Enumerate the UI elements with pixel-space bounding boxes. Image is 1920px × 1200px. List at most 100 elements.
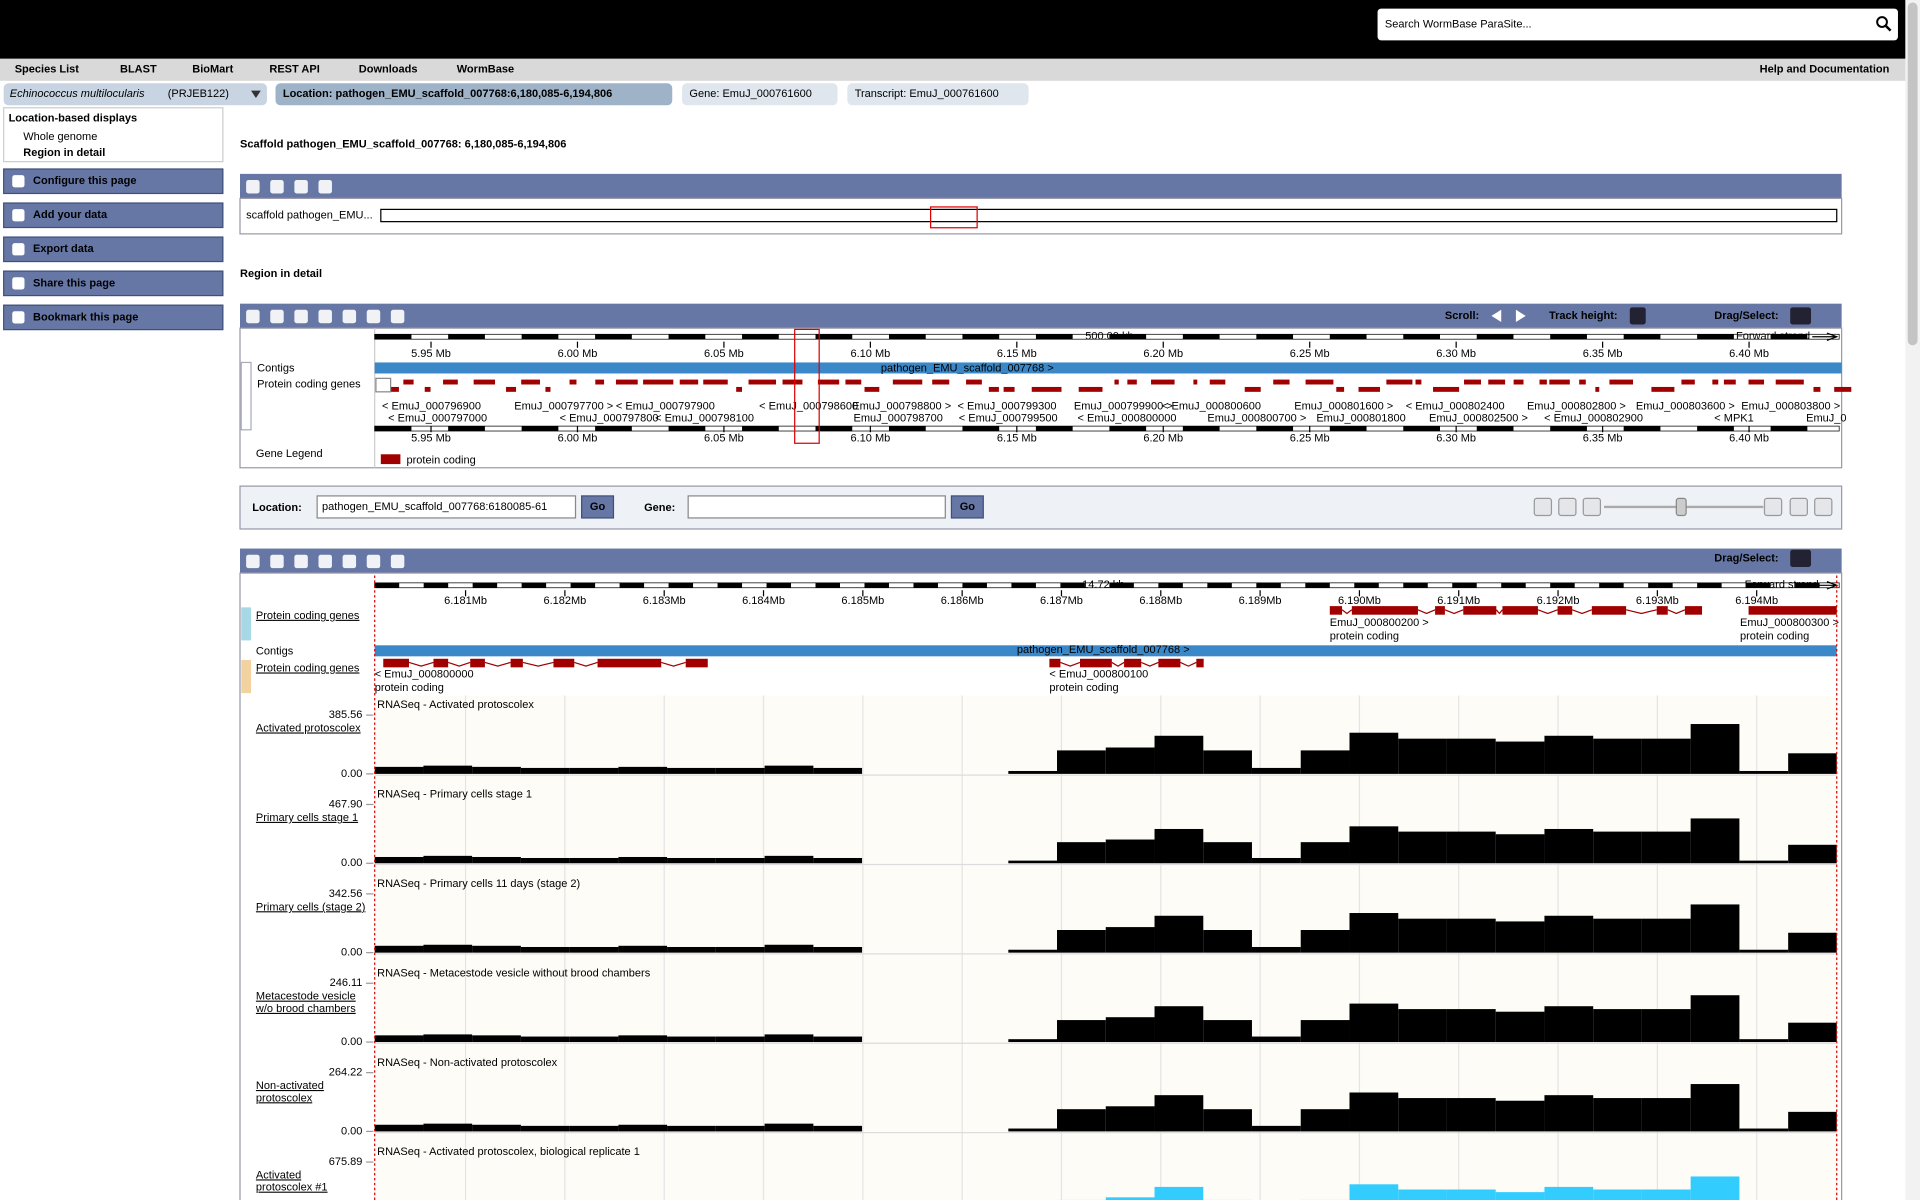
region-selection (794, 328, 820, 444)
nav-item[interactable]: BLAST (120, 64, 157, 76)
species-name[interactable]: Echinococcus multilocularis (10, 88, 145, 100)
exon (1502, 606, 1538, 615)
sidebar-link[interactable]: Whole genome (23, 131, 97, 143)
coverage-bar (423, 765, 473, 774)
coverage-bar (764, 855, 814, 864)
coverage-bar (1495, 741, 1545, 774)
nav-item[interactable]: WormBase (457, 64, 514, 76)
gene-label: < EmuJ_000802400 (1406, 400, 1505, 412)
x-tick-label: 6.189Mb (1239, 595, 1282, 607)
scalebar-segment (1182, 334, 1220, 340)
transcript-tab-text[interactable]: Transcript: EmuJ_000761600 (855, 88, 999, 100)
overview-label: scaffold pathogen_EMU... (246, 209, 373, 221)
track-label: Activated (256, 1169, 301, 1181)
track-title: RNASeq - Primary cells 11 days (stage 2) (377, 878, 580, 890)
toolbar-icon (270, 309, 284, 324)
sidebar-button-label[interactable]: Add your data (33, 209, 108, 221)
coverage-bar (1251, 946, 1301, 953)
scalebar-segment (619, 582, 645, 588)
scalebar-segment (962, 426, 1000, 432)
exon (433, 658, 449, 668)
gene-biotype: protein coding (1740, 631, 1809, 643)
coverage-bar (1105, 1017, 1155, 1043)
exon (1591, 606, 1627, 615)
coverage-bar (764, 944, 814, 953)
region-track-label: Protein coding genes (257, 378, 361, 390)
gene-label: EmuJ_000802800 > (1527, 400, 1626, 412)
y-tick-label: 246.11 (330, 977, 363, 989)
region-tick-label: 6.20 Mb (1143, 432, 1183, 444)
coverage-bar (1788, 932, 1837, 953)
exon (1557, 606, 1573, 615)
track-label: protoscolex #1 (256, 1182, 328, 1194)
exon (383, 658, 409, 668)
scalebar-segment (962, 334, 1000, 340)
nav-item[interactable]: BioMart (192, 64, 233, 76)
gene-block (1336, 386, 1345, 392)
toolbar (240, 548, 1842, 574)
logo: WormBase ParaSite (13, 22, 108, 34)
gene-name: EmuJ_000800200 > (1330, 617, 1429, 629)
x-tick-label: 6.193Mb (1636, 595, 1679, 607)
scalebar-segment (1329, 334, 1367, 340)
sidebar-button-label[interactable]: Share this page (33, 277, 115, 289)
coverage-bar (1641, 918, 1691, 953)
go-button-label[interactable]: Go (590, 501, 606, 513)
y-tick-label: 467.90 (329, 798, 363, 810)
intron (1060, 661, 1081, 667)
coverage-bar (1105, 1106, 1155, 1132)
region-track-label: Contigs (257, 362, 295, 374)
coverage-bar (1203, 750, 1252, 774)
coverage-bar (472, 945, 521, 953)
track-height-button (1629, 307, 1646, 325)
sidebar-link[interactable]: Region in detail (23, 147, 105, 159)
scalebar-segment (717, 582, 743, 588)
sidebar-button-label[interactable]: Export data (33, 243, 94, 255)
gene-block (1609, 379, 1634, 385)
gene-label: < EmuJ_000798600 (759, 400, 858, 412)
nav-item[interactable]: Downloads (359, 64, 418, 76)
sidebar-button-label[interactable]: Configure this page (33, 175, 136, 187)
nav-item[interactable]: REST API (269, 64, 319, 76)
overview-scaffold (380, 208, 1838, 223)
coverage-bar (1251, 857, 1301, 864)
scalebar-segment (668, 582, 694, 588)
x-tick-label: 6.192Mb (1537, 595, 1580, 607)
toolbar-icon (366, 309, 381, 324)
track-label: protoscolex (256, 1092, 313, 1104)
go-button-label[interactable]: Go (960, 501, 976, 513)
exon (1463, 606, 1497, 615)
scalebar-segment (1256, 334, 1294, 340)
coverage-bar (1544, 915, 1594, 953)
detail-strand: Forward strand (1745, 579, 1819, 591)
coverage-bar (764, 1034, 814, 1043)
coverage-bar (1446, 1009, 1496, 1043)
coverage-bar (1544, 735, 1594, 774)
coverage-bar (813, 946, 863, 953)
gene-block (1386, 379, 1413, 385)
location-tab-text[interactable]: Location: pathogen_EMU_scaffold_007768:6… (283, 88, 612, 100)
species-tab (3, 83, 267, 106)
page-title: Scaffold pathogen_EMU_scaffold_007768: 6… (240, 138, 566, 150)
gene-block (988, 386, 999, 392)
gene-block (1712, 379, 1719, 385)
scalebar-segment (448, 426, 485, 432)
sidebar-button-label[interactable]: Bookmark this page (33, 311, 138, 323)
scalebar-segment (1476, 334, 1514, 340)
help-link[interactable]: Help and Documentation (1760, 64, 1890, 76)
coverage-bar (1349, 1003, 1399, 1043)
species-id[interactable]: (PRJEB122) (168, 88, 229, 100)
gene-block (443, 379, 458, 385)
scalebar-segment (815, 426, 853, 432)
gene-label: < EmuJ_000800000 (1078, 413, 1177, 425)
gene-block (1775, 379, 1804, 385)
gene-tab-text[interactable]: Gene: EmuJ_000761600 (689, 88, 812, 100)
location-input-text[interactable]: pathogen_EMU_scaffold_007768:6180085-61 (322, 501, 547, 513)
region-tick-label: 6.00 Mb (558, 348, 598, 360)
scalebar-segment (1256, 426, 1294, 432)
zoom-button (1558, 497, 1577, 517)
gene-block (569, 379, 577, 385)
scalebar-segment (1403, 426, 1440, 432)
nav-item[interactable]: Species List (15, 64, 80, 76)
search-input[interactable]: Search WormBase ParaSite... (1385, 18, 1532, 30)
